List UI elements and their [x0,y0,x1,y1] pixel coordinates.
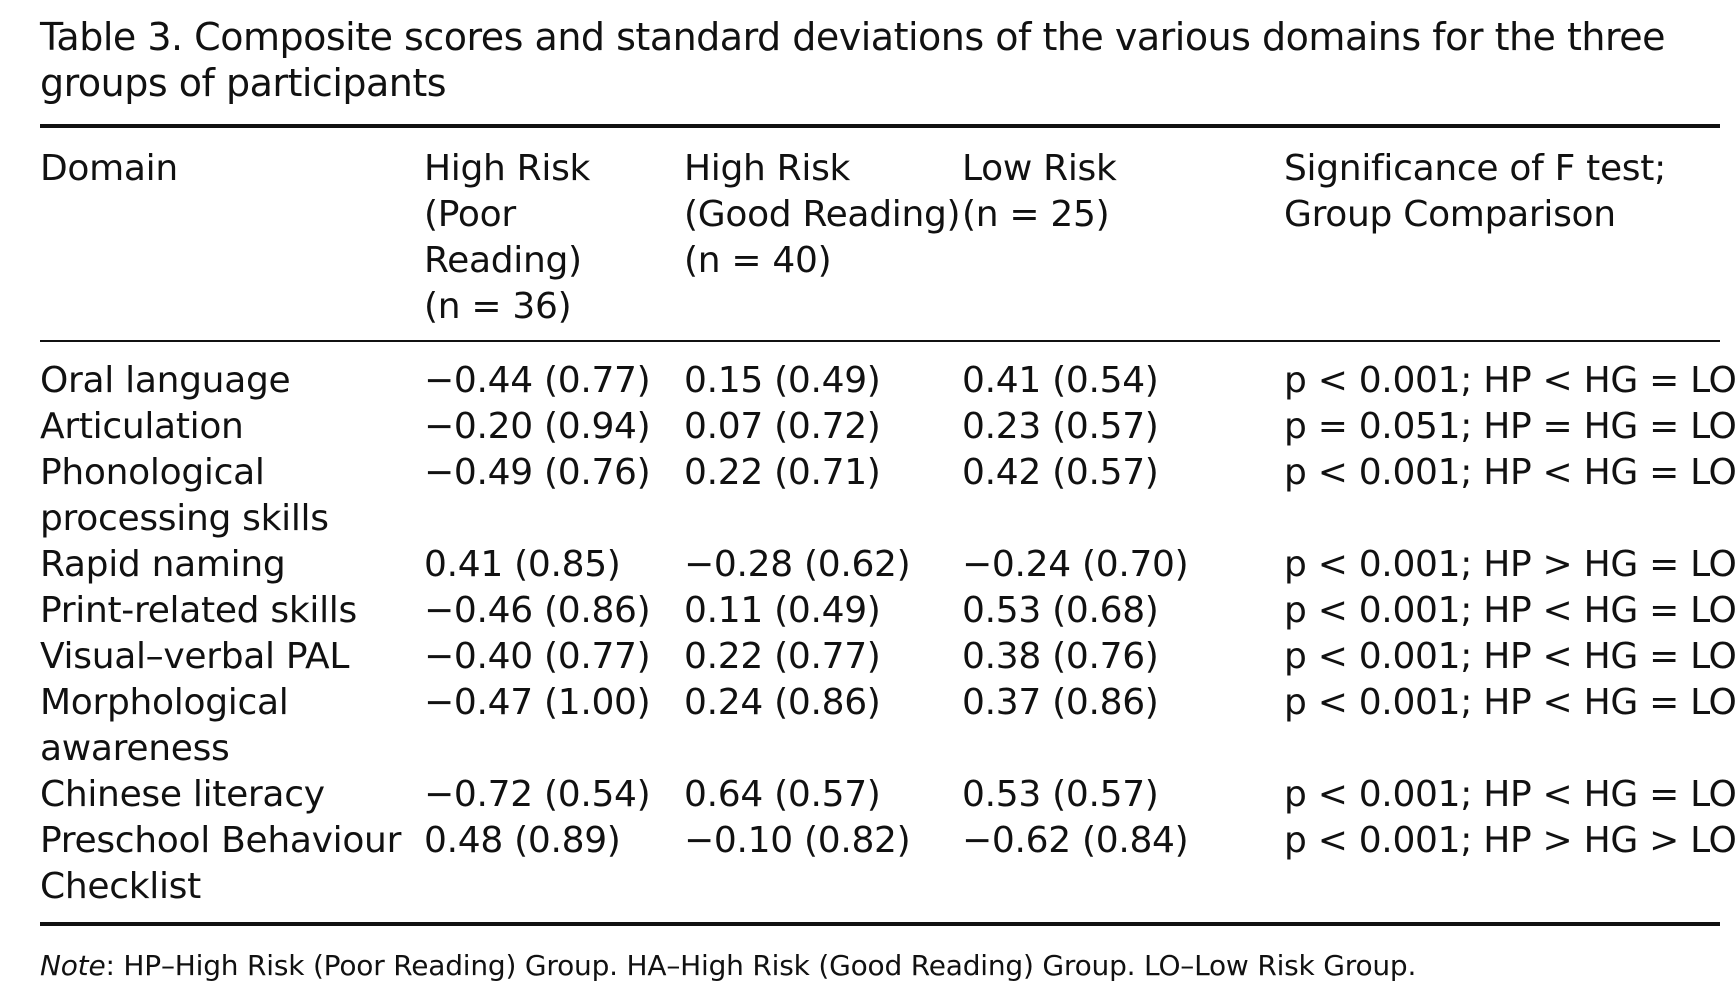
header-sig-line-1: Significance of F test; [1284,148,1666,189]
row-domain: Print-related skills [40,588,424,634]
table-note: Note: HP–High Risk (Poor Reading) Group.… [40,948,1720,984]
results-table: Domain High Risk (Poor Reading) (n = 36)… [40,128,1736,910]
note-label: Note [40,949,106,982]
row-hg-value: 0.24 (0.86) [684,682,881,723]
table-row: Oral language −0.44 (0.77) 0.15 (0.49) 0… [40,342,1736,404]
row-hg-value: −0.28 (0.62) [684,544,911,585]
table-header: Domain High Risk (Poor Reading) (n = 36)… [40,128,1720,342]
table-row: Phonological processing skills −0.49 (0.… [40,450,1736,542]
row-lo-value: 0.38 (0.76) [962,636,1159,677]
row-significance: p < 0.001; HP < HG = LO [1284,636,1736,677]
row-hg-value: 0.22 (0.71) [684,452,881,493]
row-hg-value: 0.64 (0.57) [684,774,881,815]
table-row: Rapid naming 0.41 (0.85) −0.28 (0.62) −0… [40,542,1736,588]
row-significance: p < 0.001; HP < HG = LO [1284,774,1736,815]
row-hp-value: −0.40 (0.77) [424,636,651,677]
row-significance: p < 0.001; HP < HG = LO [1284,590,1736,631]
header-hg-line-1: High Risk [684,148,851,189]
header-lo-line-1: Low Risk [962,148,1117,189]
row-lo-value: 0.53 (0.57) [962,774,1159,815]
header-domain-label: Domain [40,148,178,189]
row-hp-value: −0.20 (0.94) [424,406,651,447]
row-hp-value: −0.47 (1.00) [424,682,651,723]
row-domain-line: Preschool Behaviour [40,820,402,861]
row-domain-line: Rapid naming [40,544,286,585]
row-domain: Rapid naming [40,542,424,588]
note-text: : HP–High Risk (Poor Reading) Group. HA–… [105,949,1417,982]
row-hp-value: −0.72 (0.54) [424,774,651,815]
row-domain: Chinese literacy [40,772,424,818]
header-significance: Significance of F test; Group Comparison [1272,128,1720,340]
row-hp-value: −0.44 (0.77) [424,360,651,401]
row-domain-line: Visual–verbal PAL [40,636,350,677]
row-lo-value: −0.24 (0.70) [962,544,1189,585]
table-row: Visual–verbal PAL −0.40 (0.77) 0.22 (0.7… [40,634,1736,680]
row-domain-line: Morphological [40,682,289,723]
row-domain-line: Articulation [40,406,244,447]
header-hp-line-2: (Poor Reading) [424,194,582,281]
row-domain-line: Phonological [40,452,265,493]
bottom-rule [40,922,1720,926]
row-domain-line: Checklist [40,866,201,907]
header-hg-line-2: (Good Reading) [684,194,961,235]
row-lo-value: −0.62 (0.84) [962,820,1189,861]
row-domain: Phonological processing skills [40,450,424,542]
row-hp-value: −0.49 (0.76) [424,452,651,493]
row-domain-line: processing skills [40,498,329,539]
header-lo-line-2: (n = 25) [962,194,1110,235]
header-high-risk-poor: High Risk (Poor Reading) (n = 36) [424,128,684,340]
row-significance: p = 0.051; HP = HG = LO [1284,406,1736,447]
row-lo-value: 0.23 (0.57) [962,406,1159,447]
table-figure: Table 3. Composite scores and standard d… [40,14,1736,984]
row-domain-line: Oral language [40,360,291,401]
table-row: Preschool Behaviour Checklist 0.48 (0.89… [40,818,1736,910]
row-hp-value: −0.46 (0.86) [424,590,651,631]
header-row: Domain High Risk (Poor Reading) (n = 36)… [40,128,1720,340]
header-rule-row [40,340,1720,342]
table-row: Morphological awareness −0.47 (1.00) 0.2… [40,680,1736,772]
row-lo-value: 0.37 (0.86) [962,682,1159,723]
top-rule [40,124,1720,128]
row-domain: Oral language [40,342,424,404]
row-lo-value: 0.41 (0.54) [962,360,1159,401]
row-domain-line: Chinese literacy [40,774,325,815]
row-domain-line: awareness [40,728,230,769]
table-row: Articulation −0.20 (0.94) 0.07 (0.72) 0.… [40,404,1736,450]
header-hp-line-3: (n = 36) [424,286,572,327]
header-hg-line-3: (n = 40) [684,240,832,281]
header-domain: Domain [40,128,424,340]
header-low-risk: Low Risk (n = 25) [962,128,1272,340]
row-hg-value: −0.10 (0.82) [684,820,911,861]
header-hp-line-1: High Risk [424,148,591,189]
row-lo-value: 0.53 (0.68) [962,590,1159,631]
row-domain: Articulation [40,404,424,450]
row-domain: Preschool Behaviour Checklist [40,818,424,910]
row-significance: p < 0.001; HP > HG > LO [1284,820,1736,861]
row-hp-value: 0.41 (0.85) [424,544,621,585]
row-lo-value: 0.42 (0.57) [962,452,1159,493]
row-hg-value: 0.22 (0.77) [684,636,881,677]
row-domain: Morphological awareness [40,680,424,772]
table-body: Oral language −0.44 (0.77) 0.15 (0.49) 0… [40,342,1736,910]
row-domain: Visual–verbal PAL [40,634,424,680]
row-hg-value: 0.11 (0.49) [684,590,881,631]
row-significance: p < 0.001; HP < HG = LO [1284,452,1736,493]
header-high-risk-good: High Risk (Good Reading) (n = 40) [684,128,962,340]
row-hg-value: 0.15 (0.49) [684,360,881,401]
row-hp-value: 0.48 (0.89) [424,820,621,861]
header-sig-line-2: Group Comparison [1284,194,1616,235]
row-significance: p < 0.001; HP > HG = LO [1284,544,1736,585]
table-row: Print-related skills −0.46 (0.86) 0.11 (… [40,588,1736,634]
row-significance: p < 0.001; HP < HG = LO [1284,682,1736,723]
row-significance: p < 0.001; HP < HG = LO [1284,360,1736,401]
table-caption: Table 3. Composite scores and standard d… [40,15,1666,105]
row-domain-line: Print-related skills [40,590,357,631]
row-hg-value: 0.07 (0.72) [684,406,881,447]
table-row: Chinese literacy −0.72 (0.54) 0.64 (0.57… [40,772,1736,818]
header-rule [40,340,1720,342]
